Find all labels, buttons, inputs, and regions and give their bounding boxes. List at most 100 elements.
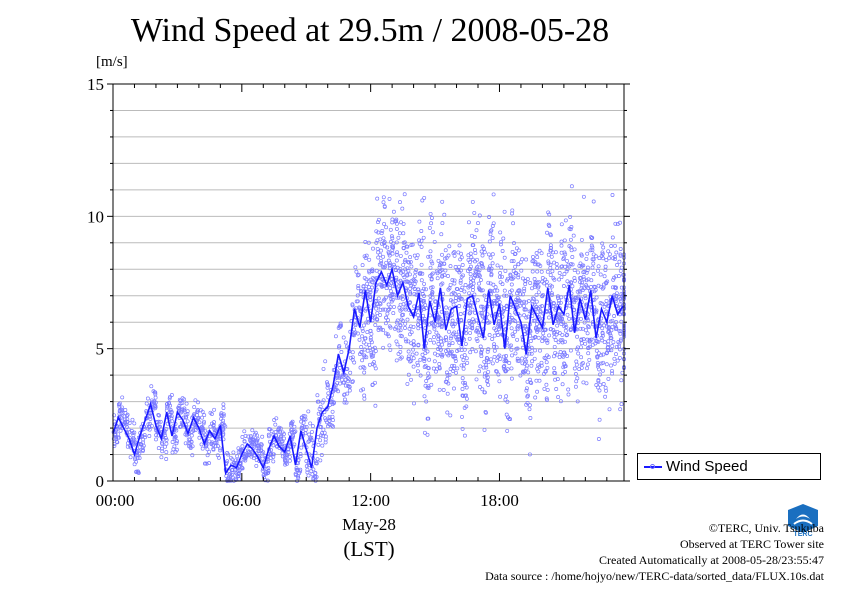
sample-point	[428, 265, 433, 270]
sample-point	[421, 235, 426, 240]
sample-point	[554, 387, 559, 391]
sample-point	[452, 281, 457, 286]
sample-point	[596, 437, 601, 441]
sample-point	[516, 275, 521, 280]
sample-point	[331, 401, 336, 406]
sample-point	[254, 438, 259, 443]
sample-point	[170, 419, 175, 424]
sample-point	[519, 300, 524, 305]
sample-point	[471, 243, 476, 248]
sample-point	[592, 284, 597, 289]
sample-point	[408, 259, 413, 264]
sample-point	[290, 419, 295, 424]
sample-point	[337, 375, 342, 380]
sample-point	[325, 385, 330, 390]
sample-point	[557, 271, 562, 275]
sample-point	[299, 445, 304, 450]
sample-point	[560, 371, 565, 376]
sample-point	[278, 429, 282, 434]
sample-point	[575, 334, 580, 339]
sample-point	[619, 402, 624, 407]
sample-point	[376, 220, 380, 225]
sample-point	[579, 355, 584, 360]
sample-point	[413, 270, 418, 275]
sample-point	[497, 379, 502, 384]
sample-point	[429, 277, 434, 282]
sample-point	[559, 222, 564, 227]
sample-point	[391, 209, 396, 214]
sample-point	[341, 335, 346, 340]
sample-point	[316, 411, 321, 416]
sample-point	[472, 319, 477, 324]
sample-point	[459, 354, 464, 359]
sample-point	[379, 261, 384, 266]
sample-point	[482, 390, 487, 395]
sample-point	[552, 331, 556, 336]
sample-point	[431, 366, 436, 371]
sample-point	[320, 434, 325, 439]
sample-point	[213, 444, 218, 449]
sample-point	[563, 252, 568, 257]
sample-point	[484, 365, 489, 370]
sample-point	[390, 251, 395, 256]
sample-point	[313, 461, 318, 466]
sample-point	[394, 320, 399, 325]
sample-point	[479, 354, 484, 359]
sample-point	[580, 361, 585, 366]
sample-point	[453, 359, 458, 363]
sample-point	[607, 329, 611, 334]
sample-point	[422, 195, 427, 200]
sample-point	[557, 311, 562, 316]
sample-point	[462, 347, 467, 352]
sample-point	[356, 283, 361, 288]
sample-point	[390, 248, 395, 252]
sample-point	[579, 365, 584, 370]
sample-point	[442, 338, 447, 343]
sample-point	[560, 382, 565, 387]
sample-point	[460, 393, 465, 398]
sample-point	[467, 318, 472, 323]
sample-point	[412, 253, 417, 258]
sample-point	[308, 421, 313, 426]
sample-point	[604, 309, 609, 314]
sample-point	[380, 228, 385, 233]
sample-point	[557, 355, 562, 360]
sample-point	[468, 251, 473, 256]
sample-point	[367, 345, 372, 350]
sample-point	[379, 231, 384, 236]
sample-point	[451, 354, 456, 359]
sample-point	[583, 296, 588, 301]
sample-point	[482, 427, 487, 432]
sample-point	[370, 383, 375, 387]
sample-point	[406, 354, 411, 359]
sample-point	[278, 435, 283, 440]
sample-point	[403, 337, 408, 342]
sample-point	[359, 289, 364, 294]
sample-point	[585, 265, 590, 270]
sample-point	[189, 433, 194, 438]
sample-point	[560, 332, 565, 337]
sample-point	[478, 385, 482, 389]
sample-point	[417, 241, 422, 246]
sample-point	[555, 377, 560, 382]
sample-point	[460, 426, 465, 431]
sample-point	[343, 383, 348, 388]
sample-point	[182, 406, 187, 411]
sample-point	[356, 272, 361, 277]
legend-line-icon	[644, 462, 662, 472]
sample-point	[563, 369, 568, 374]
sample-point	[364, 253, 369, 258]
sample-point	[591, 261, 596, 266]
sample-point	[504, 304, 509, 309]
sample-point	[392, 304, 396, 309]
sample-point	[164, 408, 169, 413]
sample-point	[326, 391, 331, 396]
sample-point	[183, 441, 188, 446]
sample-point	[563, 323, 568, 327]
sample-point	[461, 366, 466, 371]
sample-point	[314, 474, 319, 479]
sample-point	[548, 243, 553, 248]
sample-point	[353, 330, 358, 335]
sample-point	[401, 221, 406, 226]
sample-point	[444, 305, 449, 310]
